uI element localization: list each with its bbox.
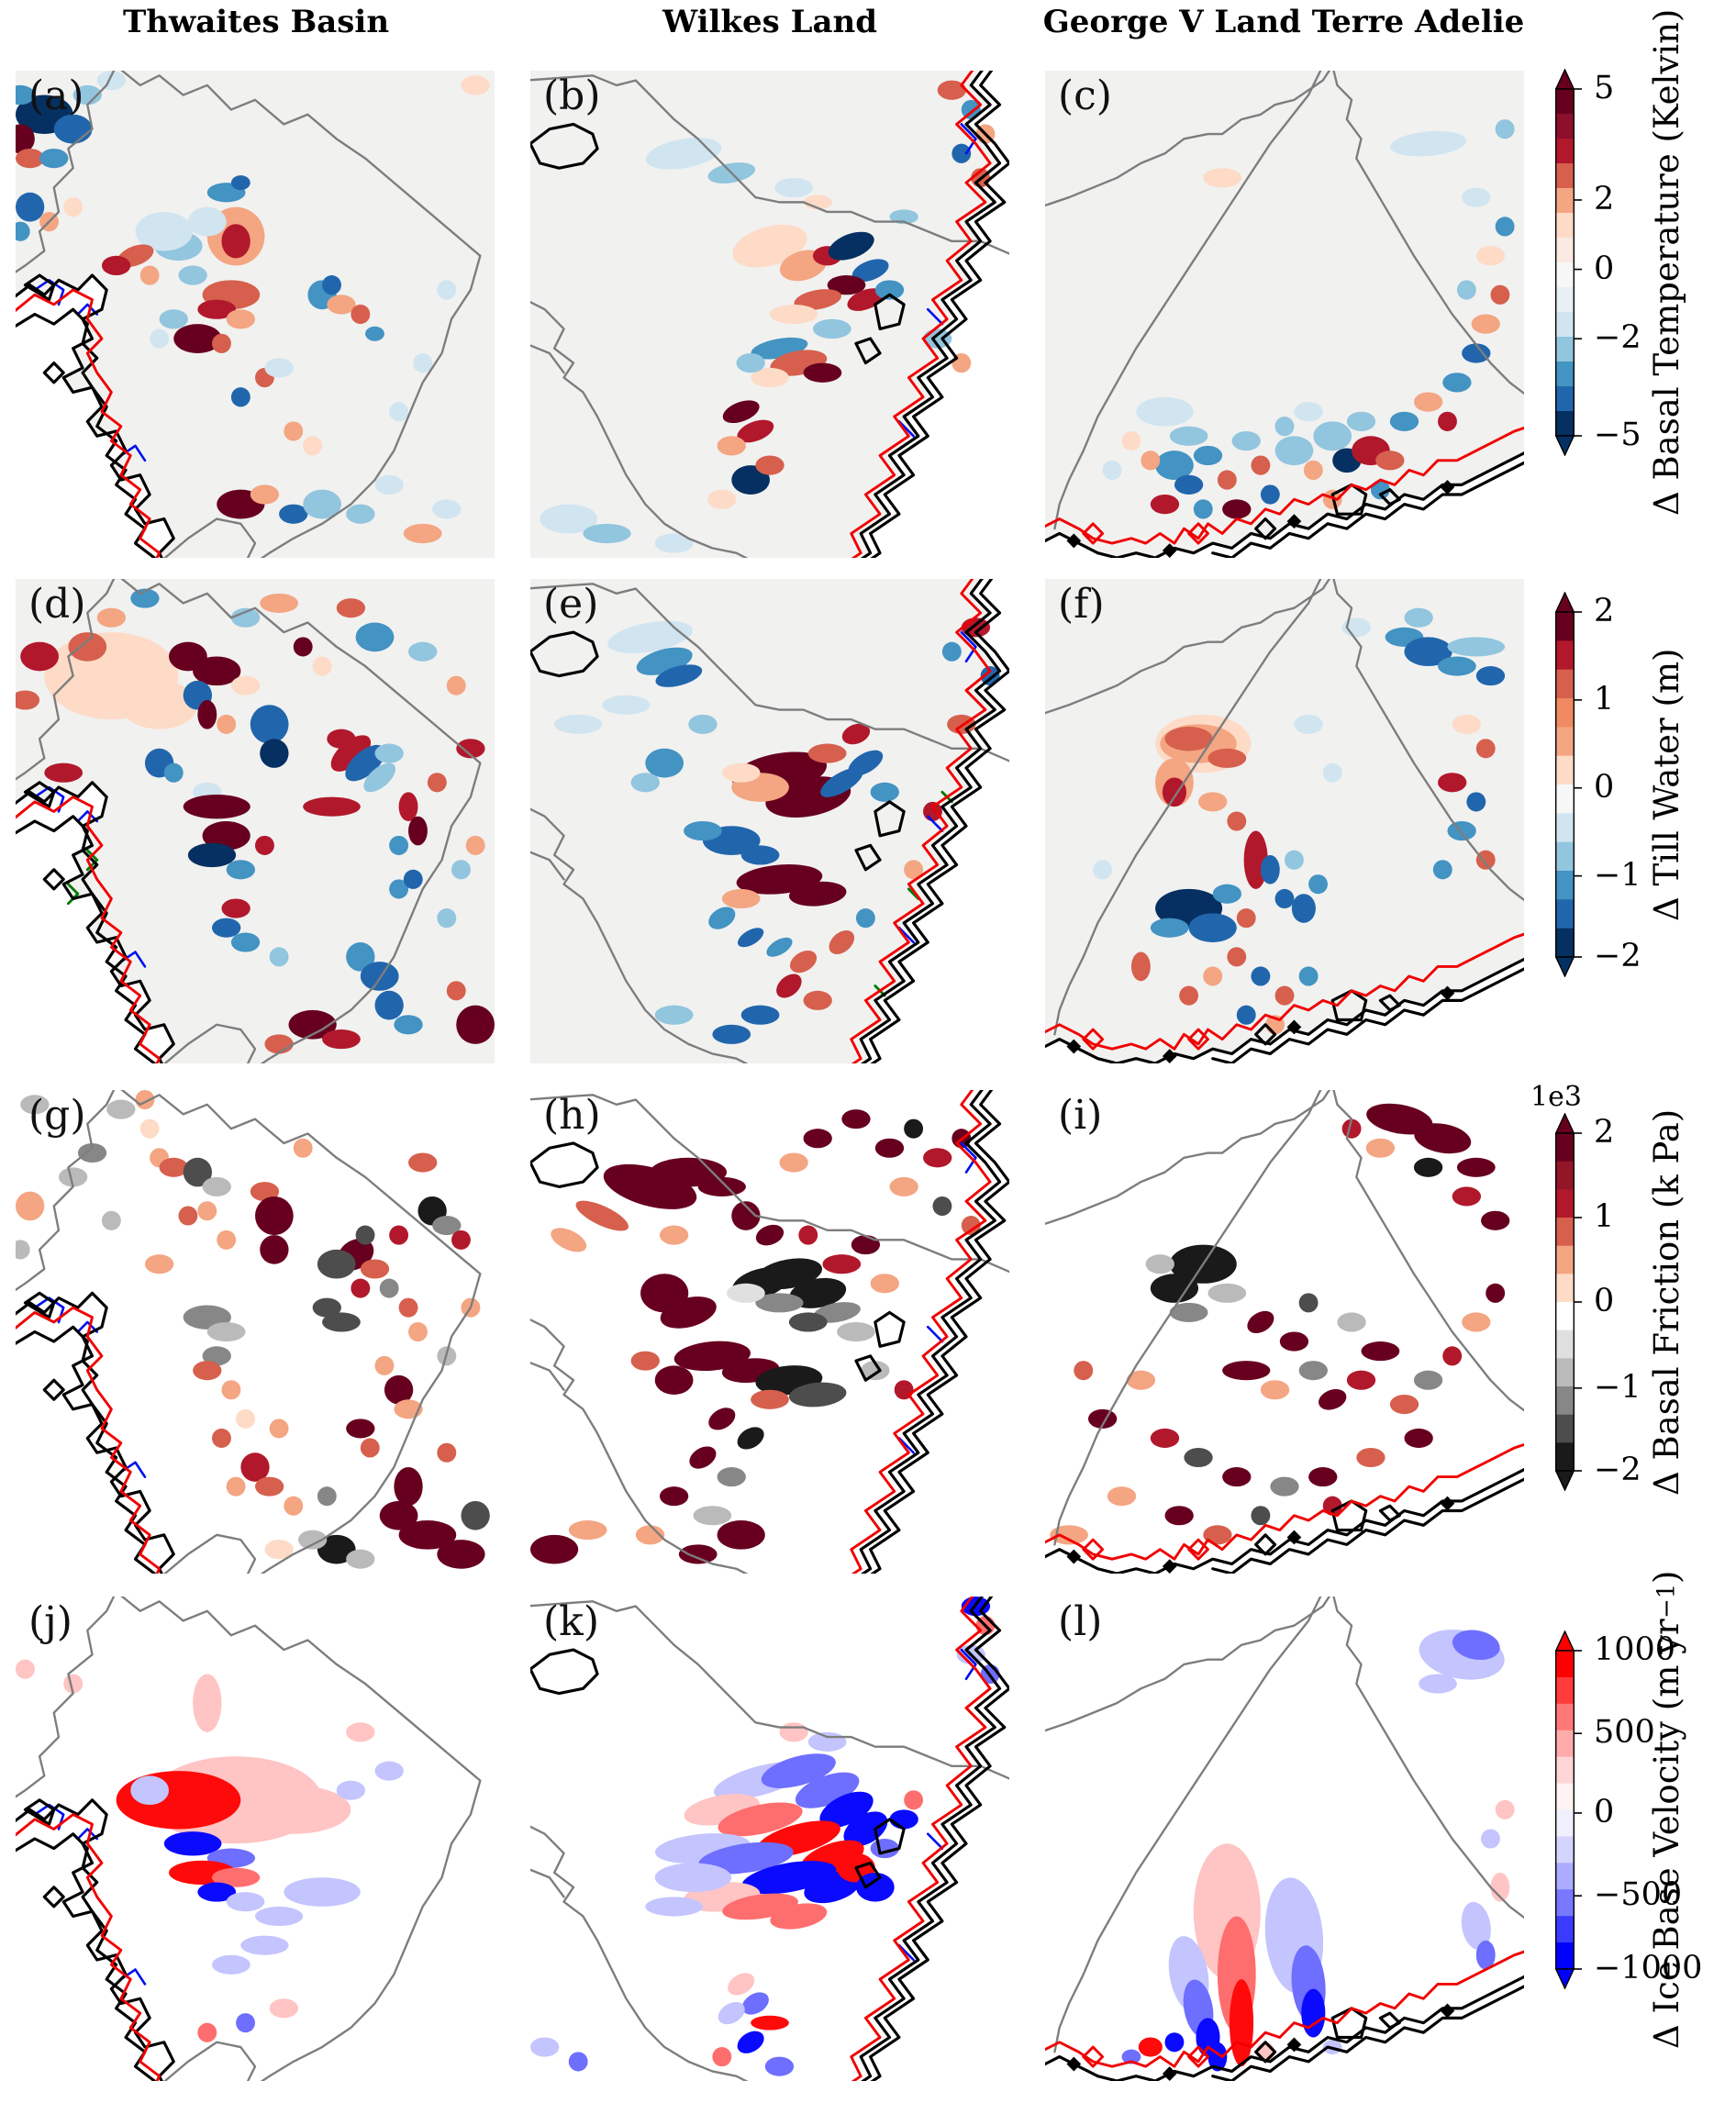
colorbar-tick-label: 500 [1594,1714,1655,1752]
panel-label: (l) [1058,1598,1103,1645]
map-george-v-ice-base-velocity [1045,1597,1524,2081]
colorbar-till-water: 2 1 0 −1 −2 Δ Till Water (m) [1555,592,1736,977]
panel-label: (e) [543,581,599,628]
map-wilkes-basal-friction [530,1090,1009,1574]
panel-f: (f) [1045,579,1524,1063]
panel-d: (d) [16,579,495,1063]
colorbar-tick-label: 2 [1594,181,1615,218]
panel-label: (c) [1058,72,1112,119]
colorbar-axis-label: Δ Basal Friction (k Pa) [1647,1108,1686,1496]
colorbar-tick-label: −2 [1594,1452,1641,1489]
panel-k: (k) [530,1597,1009,2081]
map-george-v-basal-temperature [1045,71,1524,558]
colorbar-tick-label: −500 [1594,1876,1683,1914]
panel-label: (k) [543,1598,599,1645]
panel-l: (l) [1045,1597,1524,2081]
colorbar-tick-label: 2 [1594,1114,1615,1152]
column-title-thwaites: Thwaites Basin [122,4,390,40]
map-wilkes-ice-base-velocity [530,1597,1009,2081]
colorbar-tick-label: −1000 [1594,1950,1703,1987]
panel-label: (f) [1058,581,1105,628]
colorbar-basal-temperature: 5 2 0 −2 −5 Δ Basal Temperature (Kelvin) [1555,8,1736,517]
colorbar-tick-label: 1 [1594,1198,1615,1236]
colorbar-tick-label: 0 [1594,1283,1615,1320]
map-george-v-till-water [1045,579,1524,1063]
colorbar-basal-friction: 2 1 0 −1 −2 Δ Basal Friction (k Pa) [1555,1108,1736,1496]
colorbar-tick-label: 0 [1594,768,1615,806]
colorbar-tick-label: 1 [1594,681,1615,718]
map-thwaites-till-water [16,579,495,1063]
colorbar-scale [1555,1630,1582,1989]
colorbar-tick-label: −2 [1594,319,1641,357]
colorbar-tick-label: −2 [1594,938,1641,975]
map-thwaites-basal-temperature [16,71,495,558]
colorbar-tick-label: −1 [1594,1369,1641,1407]
colorbar-tick-label: 0 [1594,1794,1615,1831]
panel-e: (e) [530,579,1009,1063]
map-thwaites-basal-friction [16,1090,495,1574]
colorbar-axis-label: Δ Basal Temperature (Kelvin) [1647,8,1686,517]
map-wilkes-till-water [530,579,1009,1063]
map-thwaites-ice-base-velocity [16,1597,495,2081]
panel-b: (b) [530,71,1009,558]
colorbar-scale [1555,1113,1582,1491]
panel-g: (g) [16,1090,495,1574]
colorbar-tick-label: 0 [1594,250,1615,287]
colorbar-multiplier: 1e3 [1530,1081,1582,1113]
panel-label: (d) [28,581,86,628]
panel-c: (c) [1045,71,1524,558]
panel-label: (i) [1058,1092,1103,1139]
panel-label: (g) [28,1092,86,1139]
panel-j: (j) [16,1597,495,2081]
colorbar-scale [1555,592,1582,977]
panel-i: (i) [1045,1090,1524,1574]
map-wilkes-basal-temperature [530,71,1009,558]
panel-a: (a) [16,71,495,558]
colorbar-tick-label: 2 [1594,593,1615,630]
map-george-v-basal-friction [1045,1090,1524,1574]
colorbar-axis-label: Δ Till Water (m) [1647,648,1686,921]
colorbar-tick-label: 5 [1594,70,1615,107]
panel-label: (b) [543,72,601,119]
panel-label: (a) [28,72,84,119]
colorbar-ice-base-velocity: 1000 500 0 −500 −1000 Δ Ice Base Velocity (m… [1555,1570,1736,2050]
panel-label: (h) [543,1092,601,1139]
panel-h: (h) [530,1090,1009,1574]
colorbar-scale [1555,69,1582,456]
column-title-wilkes: Wilkes Land [662,4,877,40]
panel-label: (j) [28,1598,72,1645]
colorbar-tick-label: −5 [1594,417,1641,454]
column-title-george-v: George V Land Terre Adelie [1042,4,1525,40]
colorbar-axis-label: Δ Ice Base Velocity (m yr −1) [1647,1570,1686,2050]
colorbar-tick-label: −1 [1594,856,1641,894]
colorbar-tick-label: 1000 [1594,1631,1676,1669]
